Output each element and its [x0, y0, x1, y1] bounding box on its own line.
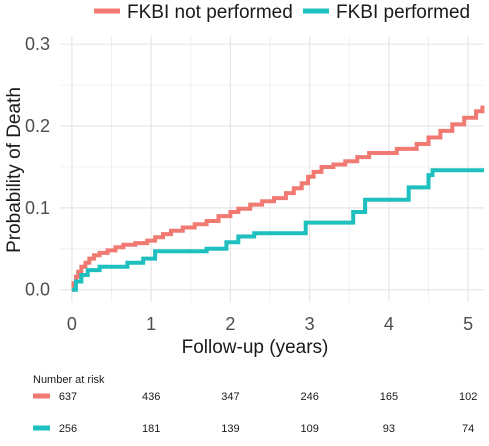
risk-count: 181 — [142, 423, 160, 435]
risk-count: 139 — [221, 423, 239, 435]
risk-table: 637 436 347 246 165 102 256 181 139 109 93 74 — [33, 391, 477, 435]
legend-label-1: FKBI performed — [336, 2, 470, 23]
y-axis-title: Probability of Death — [4, 87, 25, 253]
x-axis-title: Follow-up (years) — [182, 337, 329, 358]
risk-count: 256 — [59, 423, 77, 435]
risk-count: 109 — [300, 423, 318, 435]
series-layer — [71, 105, 485, 292]
risk-count: 93 — [383, 423, 395, 435]
y-tick-label: 0.3 — [25, 34, 50, 54]
risk-table-title: Number at risk — [33, 374, 105, 386]
x-tick-label: 1 — [146, 314, 156, 334]
series-line-performed — [71, 168, 484, 292]
risk-count: 74 — [462, 423, 474, 435]
x-tick-label: 4 — [384, 314, 394, 334]
x-tick-label: 2 — [225, 314, 235, 334]
risk-count: 165 — [380, 391, 398, 403]
risk-count: 246 — [300, 391, 318, 403]
grid — [60, 36, 484, 302]
x-tick-label: 3 — [305, 314, 315, 334]
risk-count: 436 — [142, 391, 160, 403]
tick-labels: 0 1 2 3 4 5 0.0 0.1 0.2 0.3 — [25, 34, 473, 334]
legend-label-0: FKBI not performed — [127, 2, 293, 23]
risk-count: 102 — [459, 391, 477, 403]
x-tick-label: 0 — [67, 314, 77, 334]
legend: FKBI not performed FKBI performed — [94, 2, 470, 23]
series-line-not-performed — [71, 105, 485, 292]
risk-count: 347 — [221, 391, 239, 403]
y-tick-label: 0.0 — [25, 280, 50, 300]
risk-count: 637 — [59, 391, 77, 403]
y-tick-label: 0.2 — [25, 116, 50, 136]
x-tick-label: 5 — [463, 314, 473, 334]
y-tick-label: 0.1 — [25, 198, 50, 218]
